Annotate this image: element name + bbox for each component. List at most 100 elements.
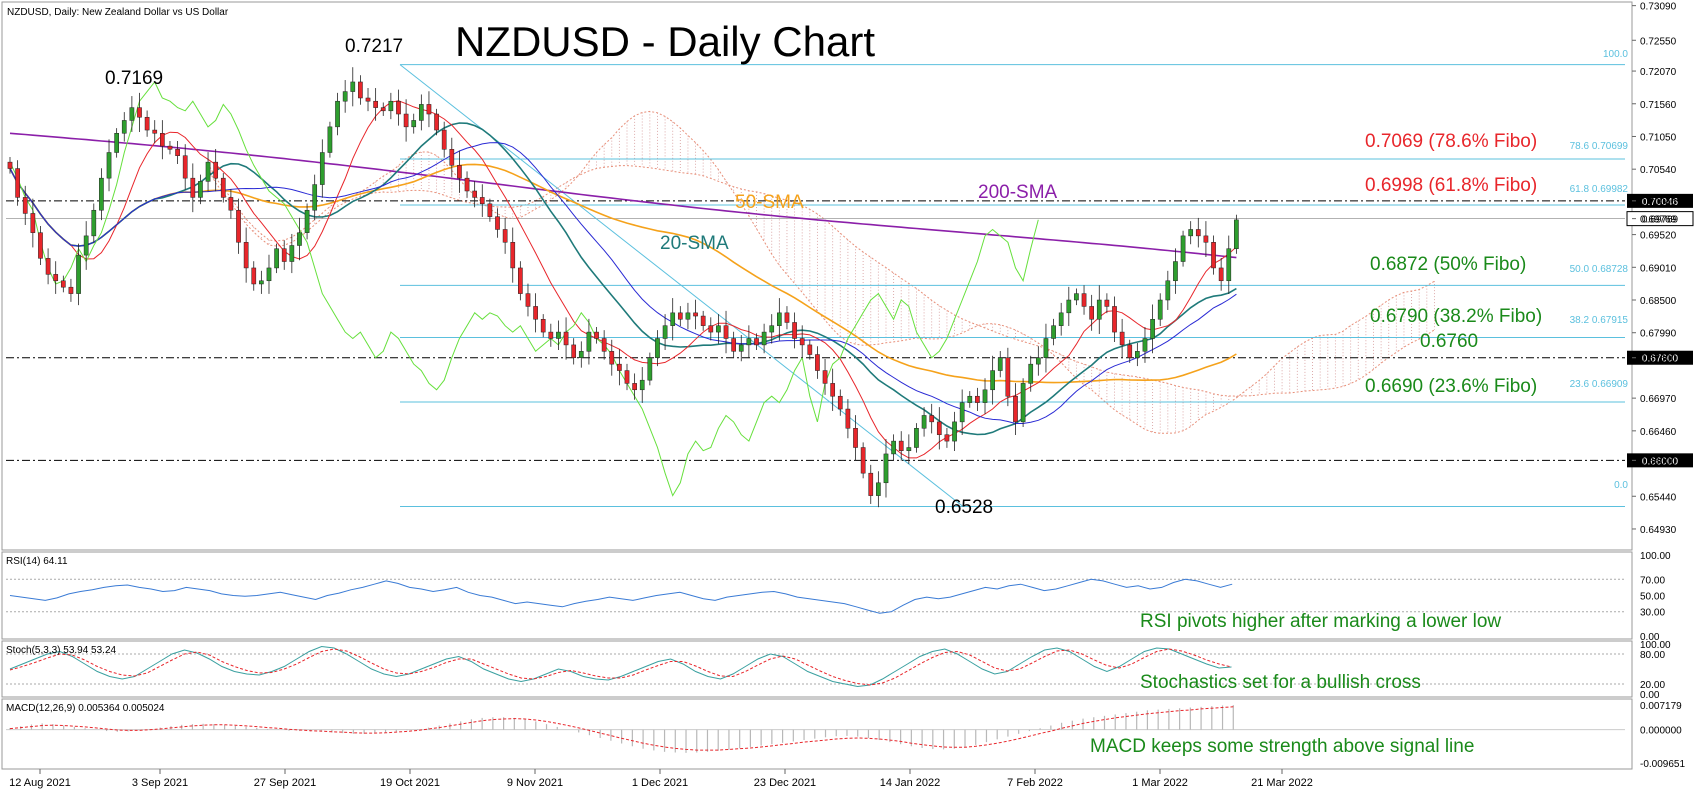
macd-tick-label: -0.009651	[1640, 759, 1685, 770]
candle-body	[601, 338, 607, 352]
candle-body	[609, 351, 615, 365]
candle-body	[655, 338, 660, 358]
stoch-title: Stoch(5,3,3) 53.94 53.24	[6, 645, 117, 656]
y-tick-label: 0.72550	[1640, 36, 1677, 47]
candle-body	[571, 344, 577, 358]
y-tick-label: 0.66970	[1640, 394, 1677, 405]
candle-body	[365, 97, 371, 102]
candle-body	[358, 81, 363, 99]
sma200-label: 200-SMA	[978, 182, 1058, 203]
x-tick-label: 9 Nov 2021	[507, 777, 563, 789]
x-tick-label: 1 Mar 2022	[1132, 777, 1188, 789]
cloud-span-b	[207, 165, 1435, 397]
candle-body	[1119, 331, 1125, 346]
macd-panel-frame	[1, 698, 1633, 770]
candle-body	[495, 216, 500, 230]
candle-body	[868, 472, 874, 496]
candle-body	[1195, 229, 1201, 237]
candle-body	[418, 104, 424, 121]
candle-body	[1020, 383, 1026, 423]
candle-body	[624, 370, 630, 384]
sma20-label: 20-SMA	[660, 233, 729, 254]
y-tick-label: 0.71560	[1640, 100, 1677, 111]
candle-body	[60, 280, 66, 288]
candle-body	[982, 389, 988, 403]
candle-body	[1226, 248, 1232, 282]
fibo-50-label: 0.6872 (50% Fibo)	[1370, 254, 1526, 275]
rsi-tick-label: 30.00	[1640, 608, 1665, 619]
candle-body	[578, 351, 584, 358]
rsi-tick-label: 100.00	[1640, 551, 1671, 562]
candle-body	[449, 149, 455, 166]
candle-body	[213, 161, 219, 179]
candle-body	[700, 315, 706, 326]
x-tick-label: 27 Sep 2021	[254, 777, 316, 789]
candle-body	[632, 383, 637, 391]
candle-body	[403, 113, 409, 128]
price-tag-label: 0.70046	[1642, 197, 1679, 208]
candle-body	[76, 254, 81, 294]
candle-body	[1028, 363, 1034, 384]
candle-body	[144, 116, 150, 131]
candle-body	[15, 168, 20, 198]
candle-body	[1104, 299, 1110, 307]
candle-body	[556, 331, 561, 339]
sma200-line	[9, 132, 1237, 259]
fibo-100-side: 100.0	[1603, 49, 1628, 60]
rsi-tick-label: 70.00	[1640, 575, 1665, 586]
stoch-annotation: Stochastics set for a bullish cross	[1140, 672, 1421, 693]
candle-body	[350, 81, 356, 92]
candle-body	[929, 415, 935, 423]
x-tick-label: 7 Feb 2022	[1007, 777, 1063, 789]
candle-body	[1188, 229, 1194, 237]
candle-body	[53, 274, 59, 282]
candle-body	[1089, 306, 1094, 320]
candle-body	[990, 370, 995, 391]
candle-body	[586, 331, 592, 352]
candle-body	[914, 428, 919, 448]
candle-body	[1173, 261, 1178, 282]
candle-body	[830, 383, 836, 397]
sma50-label: 50-SMA	[735, 192, 804, 213]
candle-body	[799, 338, 805, 346]
candle-body	[525, 293, 531, 307]
candle-body	[1234, 219, 1239, 249]
candle-body	[99, 177, 104, 211]
candle-body	[167, 145, 173, 150]
kijun-line	[9, 142, 1237, 424]
fibo-618-label: 0.6998 (61.8% Fibo)	[1365, 175, 1537, 196]
candle-body	[259, 280, 264, 285]
fibo-786-side: 78.6 0.70699	[1570, 141, 1629, 152]
candle-body	[251, 267, 257, 285]
macd-tick-label: 0.000000	[1640, 726, 1682, 737]
candle-body	[617, 363, 622, 371]
candle-body	[274, 248, 279, 269]
candle-body	[822, 370, 828, 384]
candle-body	[1142, 338, 1148, 352]
candle-body	[304, 209, 310, 233]
horizontal-levels-layer: 0.70046 0.67600 0.66000 0.69769	[6, 193, 1694, 468]
candle-body	[1112, 306, 1117, 333]
candle-body	[1180, 235, 1186, 262]
y-tick-label: 0.69769	[1640, 215, 1677, 226]
candle-body	[38, 232, 43, 259]
candle-body	[563, 331, 569, 346]
price-tag-label: 0.66000	[1642, 456, 1679, 467]
sma20-line	[9, 122, 1237, 436]
candle-body	[677, 312, 683, 320]
candle-body	[380, 107, 386, 112]
candle-body	[944, 434, 950, 442]
fibo-382-label: 0.6790 (38.2% Fibo)	[1370, 306, 1542, 327]
candle-body	[388, 100, 394, 112]
candle-body	[662, 325, 668, 339]
candle-body	[1218, 267, 1224, 282]
macd-signal-line	[9, 706, 1234, 751]
y-tick-label: 0.71050	[1640, 132, 1677, 143]
candle-body	[1127, 344, 1133, 358]
candle-body	[190, 177, 196, 198]
price-tag-bg	[1627, 453, 1693, 468]
candle-body	[297, 232, 302, 246]
candle-body	[335, 100, 340, 128]
candle-body	[243, 242, 249, 269]
